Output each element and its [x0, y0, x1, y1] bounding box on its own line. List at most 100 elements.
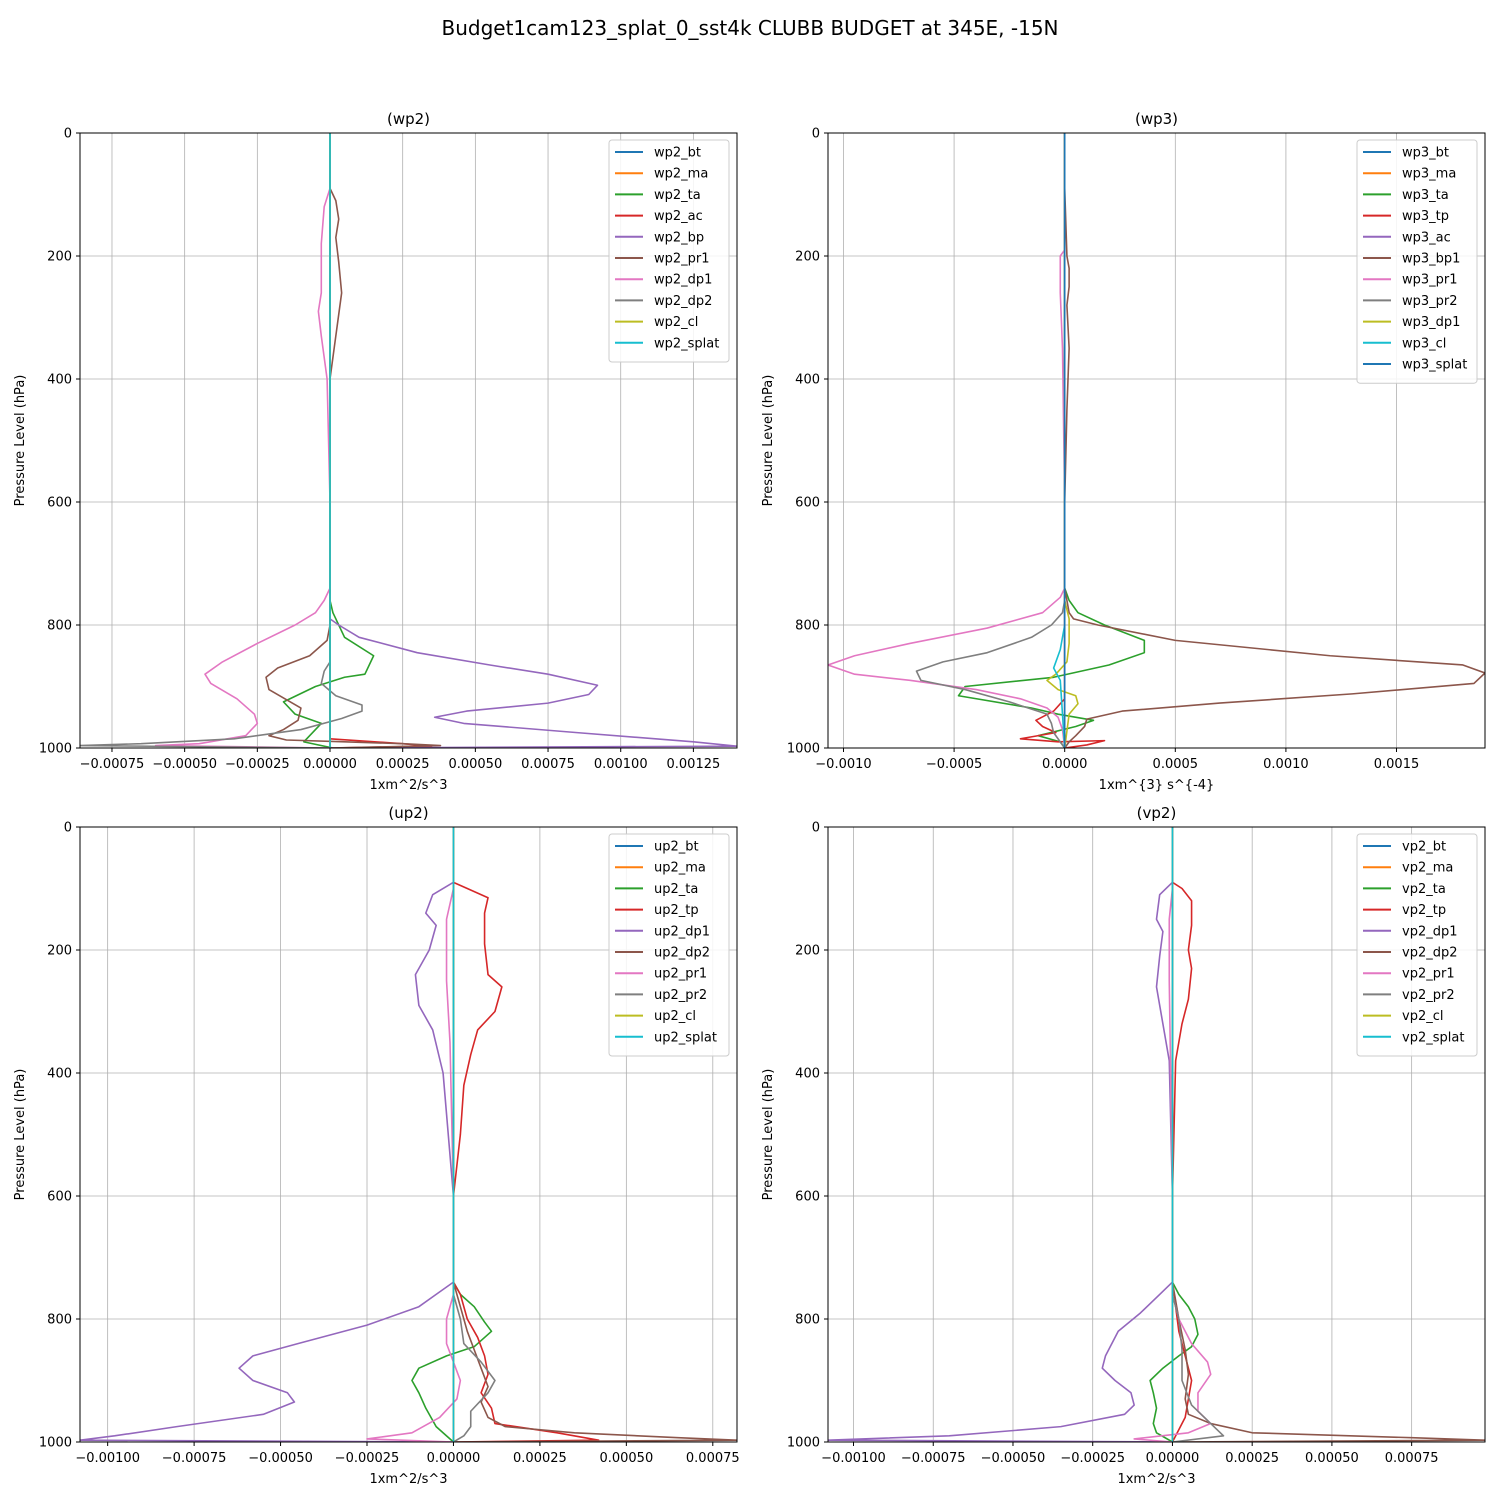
x-tick-label: 0.00050	[448, 757, 502, 772]
y-tick-label: 1000	[787, 742, 820, 757]
axes-frame	[827, 132, 1486, 749]
y-tick-label: 800	[47, 1313, 72, 1328]
legend-label: wp3_bp1	[1402, 252, 1460, 267]
y-tick-label: 0	[812, 127, 820, 142]
series-vp2_pr2	[1171, 827, 1225, 1442]
legend-label: wp2_dp1	[654, 273, 712, 288]
chart-panel-3: −0.00100 −0.00075 −0.00050 −0.00025 0.00000 0…	[761, 804, 1486, 1487]
x-tick-label: −0.00025	[1060, 1451, 1125, 1466]
chart-title: (wp2)	[387, 110, 430, 128]
legend-label: up2_bt	[654, 840, 699, 855]
legend-label: wp2_ta	[654, 188, 701, 203]
legend-box	[608, 833, 730, 1057]
legend-label: wp2_ac	[654, 209, 703, 224]
x-tick-label: −0.00075	[80, 757, 145, 772]
legend-label: wp2_splat	[654, 336, 719, 351]
series-lines	[828, 133, 1485, 748]
y-tick-label: 400	[795, 373, 820, 388]
legend-label: wp3_dp1	[1402, 315, 1460, 330]
legend-label: vp2_bt	[1402, 840, 1446, 855]
x-tick-label: 0.00075	[521, 757, 575, 772]
legend: vp2_bt vp2_ma vp2_ta vp2_tp vp2_dp1 vp2_dp2vp…	[1356, 833, 1478, 1057]
series-wp3_dp1	[1046, 133, 1079, 748]
series-lines	[80, 827, 737, 1442]
y-tick-label: 200	[795, 944, 820, 959]
chart-title: (up2)	[388, 804, 428, 822]
x-tick-label: 0.00000	[303, 757, 357, 772]
series-up2_pr2	[452, 827, 496, 1442]
x-tick-label: 0.0000	[1042, 757, 1088, 772]
chart-title: (wp3)	[1135, 110, 1178, 128]
legend-label: up2_ta	[654, 882, 698, 897]
x-tick-label: −0.00050	[248, 1451, 313, 1466]
legend-label: wp3_ma	[1402, 167, 1456, 182]
legend-label: wp3_pr1	[1402, 273, 1458, 288]
series-wp3_bp1	[1063, 133, 1485, 748]
y-tick-label: 600	[795, 1190, 820, 1205]
legend-label: vp2_ta	[1402, 882, 1446, 897]
y-tick-label: 0	[64, 127, 72, 142]
series-wp3_tp	[1019, 133, 1106, 748]
y-tick-label: 400	[47, 373, 72, 388]
legend-label: wp3_bt	[1402, 146, 1449, 161]
legend-label: wp3_splat	[1402, 358, 1467, 373]
series-up2_dp2	[452, 827, 737, 1442]
series-vp2_ta	[1149, 827, 1199, 1442]
legend-label: wp3_cl	[1402, 336, 1446, 351]
legend: up2_bt up2_ma up2_ta up2_tp up2_dp1 up2_dp2up…	[608, 833, 730, 1057]
x-tick-label: 0.0010	[1263, 757, 1309, 772]
legend-label: up2_dp2	[654, 946, 710, 961]
series-wp3_ta	[957, 133, 1146, 748]
axes-frame	[79, 132, 738, 749]
legend-label: up2_cl	[654, 1009, 696, 1024]
x-tick-label: 0.00000	[1146, 1451, 1200, 1466]
y-tick-label: 600	[47, 1190, 72, 1205]
x-tick-label: 0.00025	[376, 757, 430, 772]
y-axis-label: Pressure Level (hPa)	[761, 375, 776, 507]
y-axis-label: Pressure Level (hPa)	[13, 1069, 28, 1201]
x-tick-label: 0.00075	[686, 1451, 740, 1466]
x-tick-label: 0.00025	[1225, 1451, 1279, 1466]
x-tick-label: −0.00075	[901, 1451, 966, 1466]
x-axis-label: 1xm^2/s^3	[369, 778, 447, 793]
x-tick-label: −0.00025	[225, 757, 290, 772]
x-tick-label: −0.0005	[926, 757, 982, 772]
x-tick-label: 0.00100	[594, 757, 648, 772]
legend-label: wp2_dp2	[654, 294, 712, 309]
x-tick-label: 0.00125	[667, 757, 721, 772]
x-tick-label: 0.00025	[513, 1451, 567, 1466]
legend-label: wp2_bt	[654, 146, 701, 161]
y-tick-label: 0	[64, 821, 72, 836]
x-tick-label: 0.00075	[1385, 1451, 1439, 1466]
x-tick-label: −0.00050	[981, 1451, 1046, 1466]
x-tick-label: −0.00100	[821, 1451, 886, 1466]
x-tick-label: −0.00025	[335, 1451, 400, 1466]
x-tick-label: −0.00075	[162, 1451, 227, 1466]
y-tick-label: 800	[795, 1313, 820, 1328]
series-vp2_pr1	[1133, 827, 1212, 1442]
series-up2_pr1	[366, 827, 462, 1442]
legend-box	[1356, 833, 1478, 1057]
y-tick-label: 0	[812, 821, 820, 836]
series-wp2_pr1	[265, 133, 442, 748]
x-tick-label: −0.00100	[75, 1451, 140, 1466]
legend-label: up2_tp	[654, 903, 699, 918]
legend: wp2_bt wp2_ma wp2_ta wp2_ac wp2_bp wp2_pr1 wp2…	[608, 139, 730, 363]
axes-frame	[827, 826, 1486, 1443]
legend-label: vp2_pr2	[1402, 988, 1455, 1003]
y-tick-label: 400	[47, 1067, 72, 1082]
figure-title: Budget1cam123_splat_0_sst4k CLUBB BUDGET…	[441, 16, 1059, 40]
legend-label: up2_pr2	[654, 988, 707, 1003]
series-wp2_ac	[329, 133, 433, 748]
y-tick-label: 800	[47, 619, 72, 634]
series-wp2_dp2	[80, 133, 363, 748]
legend-label: wp3_tp	[1402, 209, 1449, 224]
chart-title: (vp2)	[1137, 804, 1177, 822]
x-axis-label: 1xm^{3} s^{-4}	[1099, 778, 1215, 793]
y-tick-label: 1000	[39, 742, 72, 757]
y-tick-label: 200	[47, 944, 72, 959]
legend-label: up2_pr1	[654, 967, 707, 982]
x-axis-label: 1xm^2/s^3	[369, 1472, 447, 1487]
legend-label: vp2_dp1	[1402, 924, 1458, 939]
